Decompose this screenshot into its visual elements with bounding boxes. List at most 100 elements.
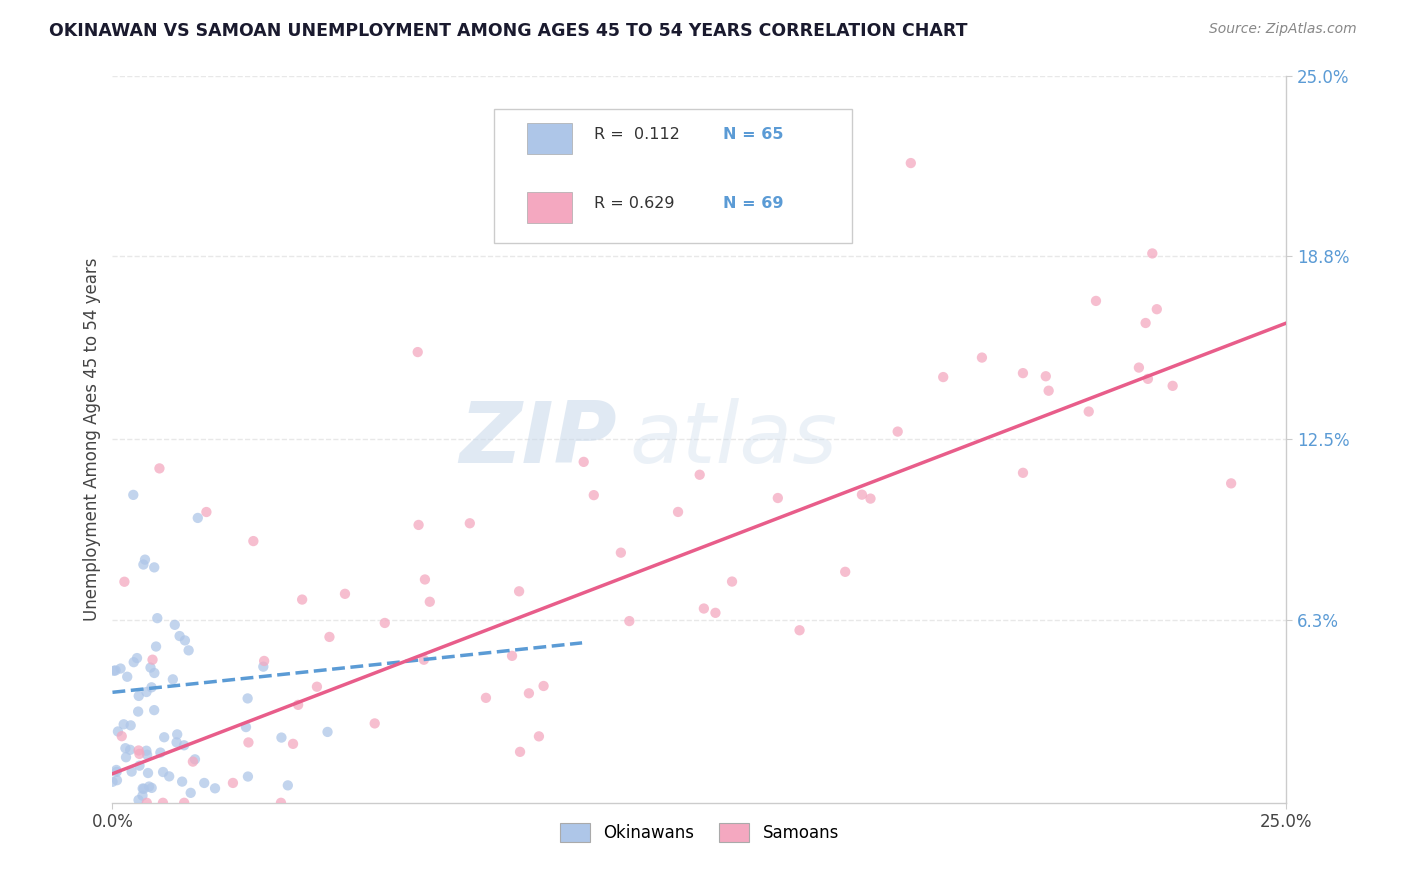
Point <box>475 690 498 705</box>
Point <box>689 467 711 482</box>
Point <box>180 786 202 800</box>
Text: OKINAWAN VS SAMOAN UNEMPLOYMENT AMONG AGES 45 TO 54 YEARS CORRELATION CHART: OKINAWAN VS SAMOAN UNEMPLOYMENT AMONG AG… <box>49 22 967 40</box>
Point <box>572 455 595 469</box>
Point <box>141 780 163 795</box>
Point <box>145 640 167 654</box>
Point <box>222 776 245 790</box>
Point <box>235 720 257 734</box>
Point <box>419 595 441 609</box>
Point <box>120 718 142 732</box>
Point <box>236 691 259 706</box>
Text: atlas: atlas <box>628 398 837 481</box>
Point <box>305 680 328 694</box>
Point <box>517 686 540 700</box>
Point <box>704 606 727 620</box>
Point <box>110 661 132 675</box>
Point <box>582 488 605 502</box>
Point <box>1136 372 1159 386</box>
Point <box>135 796 157 810</box>
FancyBboxPatch shape <box>494 109 852 243</box>
Text: R = 0.629: R = 0.629 <box>593 196 675 211</box>
Text: N = 65: N = 65 <box>723 128 783 142</box>
Point <box>141 681 163 695</box>
Point <box>287 698 309 712</box>
Point <box>281 737 304 751</box>
Point <box>619 614 641 628</box>
Point <box>127 705 149 719</box>
Point <box>128 793 150 807</box>
Point <box>166 735 188 749</box>
FancyBboxPatch shape <box>527 192 571 223</box>
Point <box>112 574 135 589</box>
Point <box>1012 466 1035 480</box>
Point <box>236 770 259 784</box>
FancyBboxPatch shape <box>527 122 571 154</box>
Point <box>131 789 153 803</box>
Point <box>143 665 166 680</box>
Point <box>153 731 176 745</box>
Point <box>104 664 127 678</box>
Point <box>509 745 531 759</box>
Point <box>1077 404 1099 418</box>
Legend: Okinawans, Samoans: Okinawans, Samoans <box>554 816 845 849</box>
Point <box>412 653 434 667</box>
Point <box>1038 384 1060 398</box>
Point <box>128 747 150 761</box>
Point <box>174 633 197 648</box>
Point <box>291 592 314 607</box>
Point <box>125 651 148 665</box>
Point <box>851 488 873 502</box>
Point <box>121 764 143 779</box>
Point <box>134 552 156 566</box>
Point <box>766 491 789 505</box>
Point <box>143 560 166 574</box>
Point <box>193 776 215 790</box>
Point <box>135 685 157 699</box>
Point <box>181 755 204 769</box>
Point <box>172 774 194 789</box>
Point <box>162 673 184 687</box>
Point <box>1084 293 1107 308</box>
Point <box>115 670 138 684</box>
Point <box>1128 360 1150 375</box>
Point <box>141 653 163 667</box>
Point <box>149 746 172 760</box>
Point <box>173 739 195 753</box>
Point <box>132 558 155 572</box>
Point <box>148 461 170 475</box>
Point <box>135 744 157 758</box>
Point <box>136 766 159 780</box>
Point <box>132 781 155 796</box>
Point <box>270 796 292 810</box>
Point <box>693 601 716 615</box>
Point <box>103 664 125 678</box>
Point <box>1220 476 1243 491</box>
Point <box>169 629 191 643</box>
Point <box>238 735 260 749</box>
Point <box>122 488 145 502</box>
Point <box>152 764 174 779</box>
Point <box>970 351 993 365</box>
Point <box>252 659 274 673</box>
Point <box>1146 302 1168 317</box>
Point <box>163 617 186 632</box>
Point <box>277 778 299 792</box>
Point <box>138 780 160 794</box>
Point <box>270 731 292 745</box>
Point <box>666 505 689 519</box>
Point <box>1135 316 1157 330</box>
Point <box>859 491 882 506</box>
Y-axis label: Unemployment Among Ages 45 to 54 years: Unemployment Among Ages 45 to 54 years <box>83 258 101 621</box>
Point <box>105 773 128 788</box>
Point <box>1161 379 1184 393</box>
Point <box>120 743 142 757</box>
Point <box>131 781 153 796</box>
Point <box>146 611 169 625</box>
Text: Source: ZipAtlas.com: Source: ZipAtlas.com <box>1209 22 1357 37</box>
Point <box>136 747 159 762</box>
Point <box>1035 369 1057 384</box>
Point <box>195 505 218 519</box>
Point <box>112 717 135 731</box>
Text: N = 69: N = 69 <box>723 196 783 211</box>
Point <box>721 574 744 589</box>
